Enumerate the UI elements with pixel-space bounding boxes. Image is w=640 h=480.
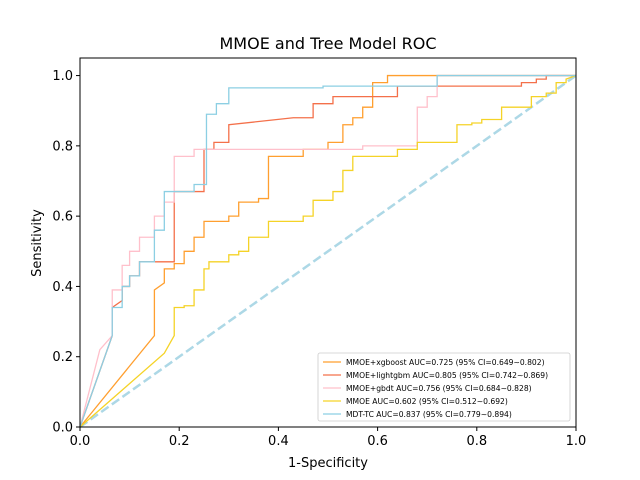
- legend-label-4: MMOE AUC=0.602 (95% CI=0.512~0.692): [346, 397, 508, 406]
- y-tick-label: 1.0: [52, 69, 73, 84]
- legend: MMOE+xgboost AUC=0.725 (95% CI=0.649~0.8…: [317, 352, 571, 422]
- y-tick-label: 0.0: [52, 421, 73, 436]
- series-line-1: [79, 74, 576, 428]
- legend-label-5: MDT-TC AUC=0.837 (95% CI=0.779~0.894): [346, 410, 512, 419]
- y-axis-ticks: 0.0 0.2 0.4 0.6 0.8 1.0: [52, 69, 80, 436]
- x-tick-label: 0.4: [268, 434, 289, 449]
- x-tick-label: 1.0: [566, 434, 587, 449]
- plot-lines: [79, 74, 577, 429]
- x-axis-label: 1-Specificity: [288, 456, 368, 471]
- x-tick-label: 0.8: [466, 434, 487, 449]
- x-axis-ticks: 0.0 0.2 0.4 0.6 0.8 1.0: [70, 427, 587, 449]
- y-tick-label: 0.6: [52, 210, 73, 225]
- series-line-4: [79, 74, 577, 428]
- reference-diagonal-line: [79, 74, 577, 429]
- y-tick-label: 0.8: [52, 139, 73, 154]
- y-tick-label: 0.4: [52, 280, 73, 295]
- x-tick-label: 0.2: [169, 434, 190, 449]
- x-tick-label: 0.0: [70, 434, 91, 449]
- x-tick-label: 0.6: [367, 434, 388, 449]
- series-line-5: [79, 74, 576, 428]
- legend-label-3: MMOE+gbdt AUC=0.756 (95% CI=0.684~0.828): [346, 384, 532, 393]
- chart-title: MMOE and Tree Model ROC: [219, 34, 436, 53]
- legend-label-1: MMOE+xgboost AUC=0.725 (95% CI=0.649~0.8…: [346, 358, 545, 367]
- legend-label-2: MMOE+lightgbm AUC=0.805 (95% CI=0.742~0.…: [346, 371, 548, 380]
- plot-frame: [79, 57, 577, 428]
- y-tick-label: 0.2: [52, 350, 73, 365]
- legend-box: [317, 352, 571, 422]
- y-axis-label: Sensitivity: [30, 209, 45, 277]
